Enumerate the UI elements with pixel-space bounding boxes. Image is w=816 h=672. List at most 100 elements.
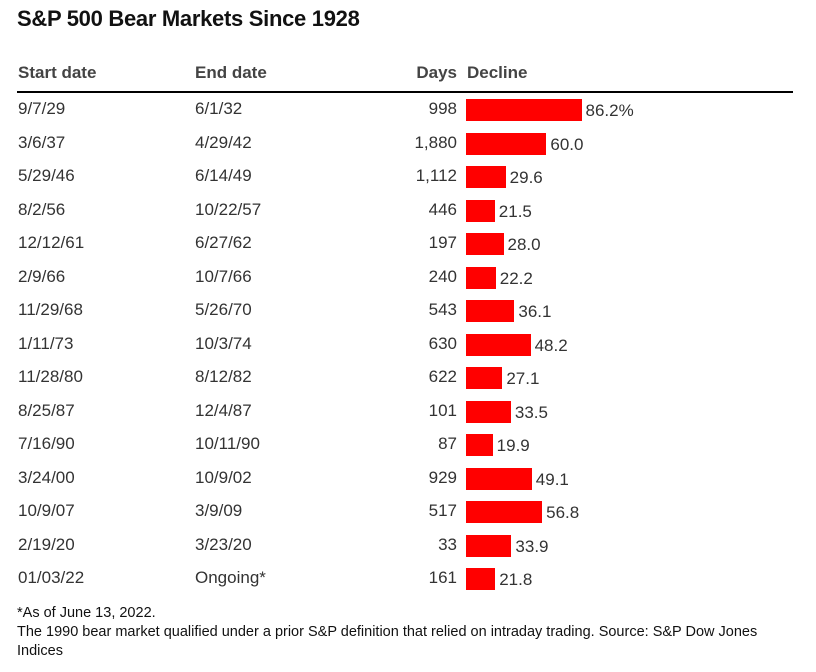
decline-label: 21.5 [498,201,532,221]
decline-bar [466,400,511,423]
days: 630 [428,333,457,353]
header-start-date: Start date [18,63,97,82]
days: 1,880 [414,132,457,152]
table-row: 2/9/66 10/7/66 240 22.2 [0,261,816,295]
end-date: 12/4/87 [195,400,252,420]
decline-label: 33.5 [514,402,548,422]
decline-bar [466,467,532,490]
decline-bar [466,534,512,557]
table-row: 2/19/20 3/23/20 33 33.9 [0,529,816,563]
end-date: 3/23/20 [195,534,252,554]
decline-bar [466,367,503,389]
start-date: 1/11/73 [18,333,74,353]
decline-label: 29.6 [509,168,543,187]
decline-label: 56.8 [546,503,580,522]
table-row: 8/25/87 12/4/87 101 33.5 [0,395,816,429]
end-date: 3/9/09 [195,501,243,520]
decline-bar [466,166,506,188]
header-days: Days [416,63,457,82]
decline-label: 86.2% [585,101,634,120]
table-row: 12/12/61 6/27/62 197 28.0 [0,227,816,261]
end-date: 8/12/82 [195,367,252,386]
decline-label: 49.1 [535,469,569,489]
table-row: 3/24/00 10/9/02 929 49.1 [0,462,816,496]
end-date: Ongoing* [195,568,266,587]
decline-label: 28.0 [507,235,541,254]
end-date: 6/14/49 [195,166,252,185]
start-date: 8/25/87 [18,400,75,420]
start-date: 3/6/37 [18,132,66,152]
table-row: 1/11/73 10/3/74 630 48.2 [0,328,816,362]
decline-bar [466,300,515,322]
table-row: 5/29/46 6/14/49 1,112 29.6 [0,160,816,194]
start-date: 12/12/61 [18,233,85,252]
decline-label: 21.8 [499,570,533,589]
decline-label: 27.1 [506,369,540,388]
start-date: 9/7/29 [18,99,66,118]
days: 543 [428,300,457,319]
start-date: 01/03/22 [18,568,85,587]
start-date: 11/29/68 [18,300,83,319]
start-date: 2/9/66 [18,266,66,286]
header-divider [17,91,793,93]
start-date: 3/24/00 [18,467,75,487]
start-date: 5/29/46 [18,166,75,185]
decline-bar [466,501,543,523]
start-date: 7/16/90 [18,434,75,453]
days: 622 [428,367,457,386]
start-date: 8/2/56 [18,199,66,219]
days: 929 [428,467,457,487]
days: 87 [438,434,457,453]
decline-label: 22.2 [499,268,533,288]
decline-label: 19.9 [496,436,530,455]
end-date: 6/27/62 [195,233,252,252]
end-date: 10/7/66 [195,266,252,286]
days: 1,112 [415,166,457,185]
decline-bar [466,99,582,121]
end-date: 4/29/42 [195,132,252,152]
end-date: 10/22/57 [195,199,262,219]
decline-bar [466,568,496,590]
decline-label: 60.0 [550,134,584,154]
table-body: 9/7/29 6/1/32 998 86.2% 3/6/37 4/29/42 1,880 60… [0,93,816,596]
start-date: 11/28/80 [18,367,83,386]
footnote-source: The 1990 bear market qualified under a p… [17,624,758,659]
decline-label: 48.2 [534,335,568,355]
footnote-asof: *As of June 13, 2022. [17,605,156,621]
end-date: 6/1/32 [195,99,243,118]
table-row: 01/03/22 Ongoing* 161 21.8 [0,562,816,596]
footnotes: *As of June 13, 2022. The 1990 bear mark… [17,604,807,661]
days: 998 [428,99,457,118]
table-row: 11/29/68 5/26/70 543 36.1 [0,294,816,328]
table-row: 10/9/07 3/9/09 517 56.8 [0,495,816,529]
decline-bar [466,132,547,155]
table-row: 9/7/29 6/1/32 998 86.2% [0,93,816,127]
header-decline: Decline [467,63,528,82]
start-date: 2/19/20 [18,534,75,554]
table-row: 7/16/90 10/11/90 87 19.9 [0,428,816,462]
chart-title: S&P 500 Bear Markets Since 1928 [17,6,360,31]
days: 240 [428,266,457,286]
end-date: 5/26/70 [195,300,252,319]
decline-label: 33.9 [515,536,549,556]
days: 197 [428,233,457,252]
decline-bar [466,199,495,222]
start-date: 10/9/07 [18,501,75,520]
header-end-date: End date [195,63,267,82]
days: 161 [428,568,457,587]
days: 517 [428,501,457,520]
end-date: 10/3/74 [195,333,252,353]
decline-bar [466,266,496,289]
table-row: 3/6/37 4/29/42 1,880 60.0 [0,127,816,161]
decline-bar [466,333,531,356]
table-row: 8/2/56 10/22/57 446 21.5 [0,194,816,228]
decline-bar [466,233,504,255]
days: 446 [428,199,457,219]
decline-label: 36.1 [518,302,552,321]
decline-bar [466,434,493,456]
end-date: 10/9/02 [195,467,252,487]
days: 101 [428,400,457,420]
table-row: 11/28/80 8/12/82 622 27.1 [0,361,816,395]
days: 33 [438,534,457,554]
end-date: 10/11/90 [195,434,260,453]
